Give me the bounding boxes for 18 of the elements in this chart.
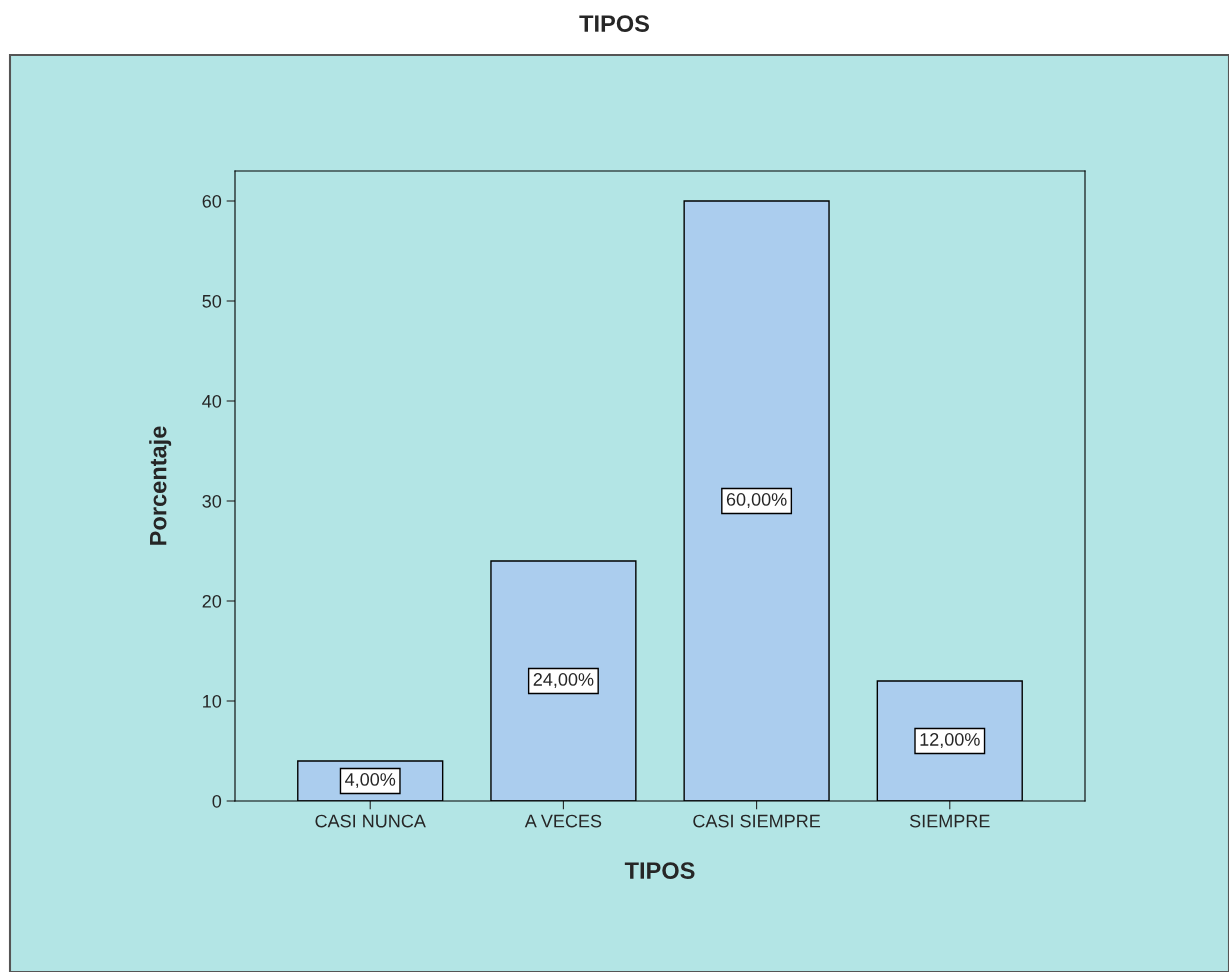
x-tick-label: SIEMPRE xyxy=(909,814,990,828)
data-label: 4,00% xyxy=(345,773,396,788)
data-label: 12,00% xyxy=(920,733,980,748)
y-tick-label: 60 xyxy=(202,194,222,208)
x-tick-label: CASI NUNCA xyxy=(315,814,426,828)
x-tick-label: A VECES xyxy=(524,814,602,828)
x-tick-label: CASI SIEMPRE xyxy=(693,814,821,828)
data-label: 24,00% xyxy=(533,673,594,688)
y-tick-label: 10 xyxy=(203,694,222,708)
data-label: 60,00% xyxy=(726,493,787,508)
y-tick-label: 20 xyxy=(202,594,222,608)
y-tick-label: 0 xyxy=(212,794,222,808)
y-tick-label: 40 xyxy=(202,394,222,408)
y-tick-label: 50 xyxy=(202,294,222,308)
y-axis-title: Porcentaje xyxy=(149,426,172,545)
y-tick-label: 30 xyxy=(202,494,222,508)
chart-title: TIPOS xyxy=(579,15,649,32)
x-axis-title: TIPOS xyxy=(624,862,695,879)
